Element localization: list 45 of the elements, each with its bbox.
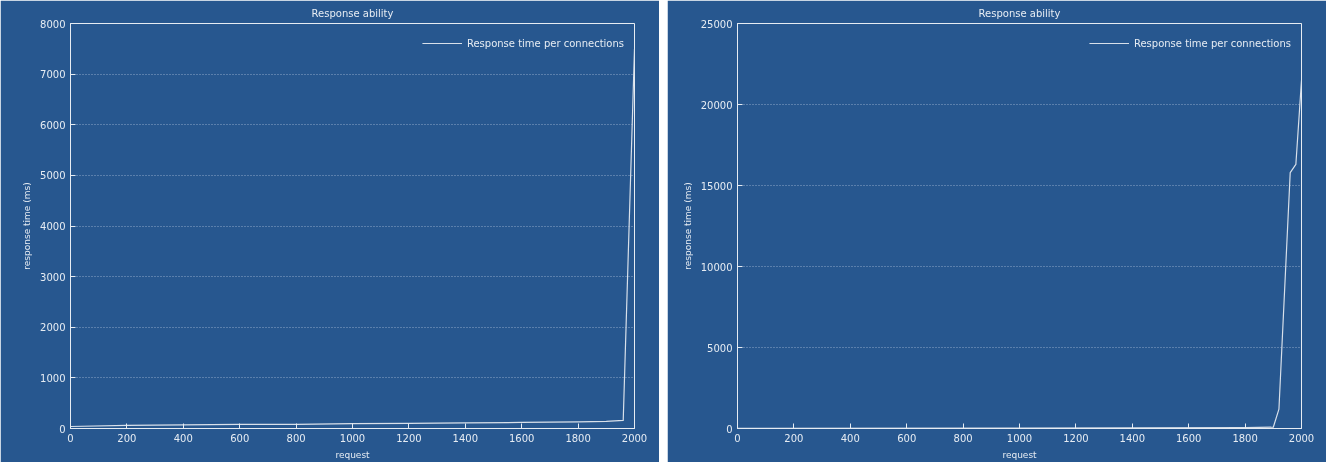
x-tick-label: 800 (286, 432, 306, 444)
x-tick-label: 200 (117, 432, 137, 444)
chart-title: Response ability (311, 7, 394, 19)
x-tick-label: 1200 (1063, 432, 1089, 444)
y-tick-label: 20000 (700, 99, 733, 111)
y-tick-label: 1000 (40, 372, 66, 384)
x-tick-label: 1000 (1006, 432, 1033, 444)
y-tick-label: 7000 (40, 69, 66, 81)
x-tick-label: 1800 (565, 432, 591, 444)
x-tick-label: 1800 (1232, 432, 1258, 444)
y-tick-label: 0 (59, 423, 66, 435)
x-tick-label: 1200 (396, 432, 422, 444)
y-tick-label: 5000 (707, 342, 733, 354)
y-tick-label: 8000 (40, 18, 66, 30)
x-tick-label: 400 (173, 432, 193, 444)
x-tick-label: 1400 (1119, 432, 1146, 444)
y-tick-label: 4000 (40, 221, 66, 232)
y-tick-label: 25000 (700, 18, 733, 30)
x-tick-label: 0 (734, 432, 741, 444)
y-axis-title: response time (ms) (22, 182, 33, 270)
x-tick-label: 1000 (339, 432, 366, 444)
y-tick-label: 0 (726, 423, 733, 435)
x-tick-label: 1600 (1175, 432, 1202, 444)
y-tick-label: 6000 (40, 119, 66, 131)
y-tick-label: 2000 (40, 322, 66, 334)
y-tick-label: 3000 (40, 271, 66, 283)
x-tick-label: 600 (230, 432, 250, 444)
x-axis-title: request (1002, 449, 1038, 460)
legend-label: Response time per connections (466, 37, 624, 49)
x-axis-title: request (335, 449, 371, 460)
x-tick-label: 1400 (452, 432, 479, 444)
x-tick-label: 1600 (508, 432, 535, 444)
y-tick-label: 10000 (700, 261, 733, 273)
x-tick-label: 600 (897, 432, 917, 444)
x-tick-label: 400 (840, 432, 860, 444)
legend-label: Response time per connections (1133, 37, 1291, 49)
x-tick-label: 0 (67, 432, 74, 444)
x-tick-label: 800 (953, 432, 973, 444)
x-tick-label: 2000 (621, 432, 648, 444)
y-tick-label: 15000 (700, 180, 733, 192)
y-axis-title: response time (ms) (682, 182, 693, 270)
x-tick-label: 2000 (1288, 432, 1315, 444)
y-tick-label: 5000 (40, 170, 66, 182)
chart-title: Response ability (978, 7, 1061, 19)
x-tick-label: 200 (784, 432, 804, 444)
